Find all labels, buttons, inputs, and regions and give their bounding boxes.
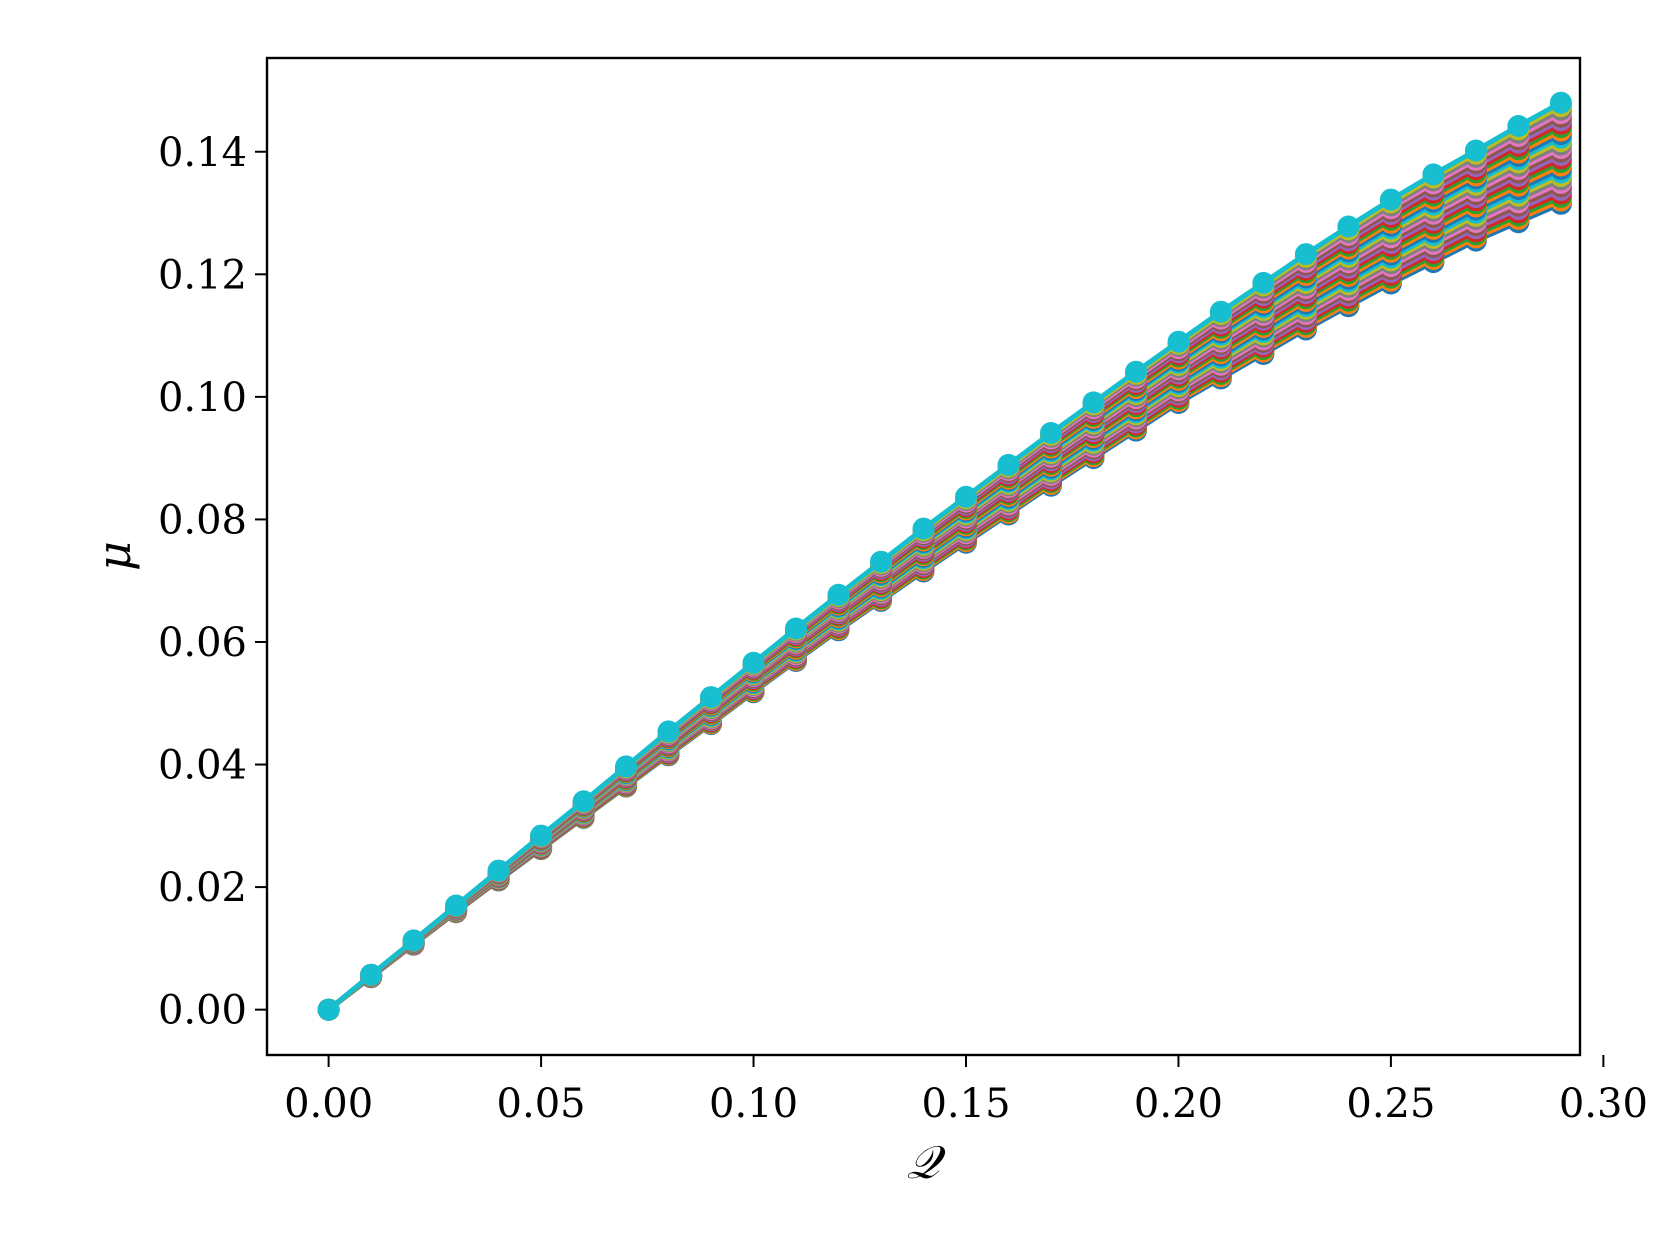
x-tick-label: 0.05 <box>497 1081 586 1127</box>
y-axis-label: μ <box>87 541 141 571</box>
data-point <box>1507 115 1530 137</box>
data-point <box>1040 422 1062 444</box>
data-point <box>870 550 892 573</box>
data-point <box>1549 91 1572 114</box>
data-point <box>360 963 383 986</box>
data-point <box>317 998 340 1021</box>
x-tick-label: 0.15 <box>921 1081 1010 1127</box>
y-axis: 0.00 0.02 0.04 0.06 0.08 0.10 0.12 0.14 <box>158 130 267 1034</box>
data-point <box>1252 271 1275 294</box>
data-point <box>742 651 765 674</box>
y-tick-label: 0.14 <box>158 130 247 176</box>
data-point <box>402 929 425 952</box>
series-30 <box>317 91 1572 1021</box>
x-tick-label: 0.10 <box>709 1081 798 1127</box>
data-point <box>700 686 722 709</box>
data-point <box>912 517 935 540</box>
data-point <box>955 485 977 508</box>
series-layer <box>317 91 1572 1021</box>
data-point <box>1167 330 1190 353</box>
data-point <box>487 859 510 882</box>
data-point <box>997 453 1020 476</box>
data-point <box>1379 188 1402 211</box>
data-point <box>530 824 553 847</box>
y-tick-label: 0.08 <box>158 497 247 543</box>
data-point <box>445 894 468 917</box>
data-point <box>1082 391 1105 414</box>
y-tick-label: 0.04 <box>158 743 247 789</box>
x-tick-label: 0.20 <box>1134 1081 1223 1127</box>
data-point <box>785 617 807 640</box>
data-point <box>1125 360 1147 383</box>
data-point <box>1209 300 1232 323</box>
x-tick-label: 0.30 <box>1559 1081 1648 1127</box>
data-point <box>1464 139 1487 162</box>
x-tick-label: 0.25 <box>1346 1081 1435 1127</box>
data-point <box>827 583 850 606</box>
data-point <box>1337 215 1360 238</box>
data-point <box>1294 243 1317 266</box>
x-axis: 0.00 0.05 0.10 0.15 0.20 0.25 0.30 <box>284 1055 1648 1127</box>
data-point <box>615 755 638 778</box>
data-point <box>657 720 680 743</box>
y-tick-label: 0.06 <box>158 620 247 666</box>
y-tick-label: 0.12 <box>158 252 247 298</box>
data-point <box>1422 163 1445 186</box>
y-tick-label: 0.02 <box>158 865 247 911</box>
y-tick-label: 0.00 <box>158 988 247 1034</box>
plot-frame <box>265 56 1582 1057</box>
x-tick-label: 0.00 <box>284 1081 373 1127</box>
data-point <box>572 790 595 813</box>
y-tick-label: 0.10 <box>158 375 247 421</box>
